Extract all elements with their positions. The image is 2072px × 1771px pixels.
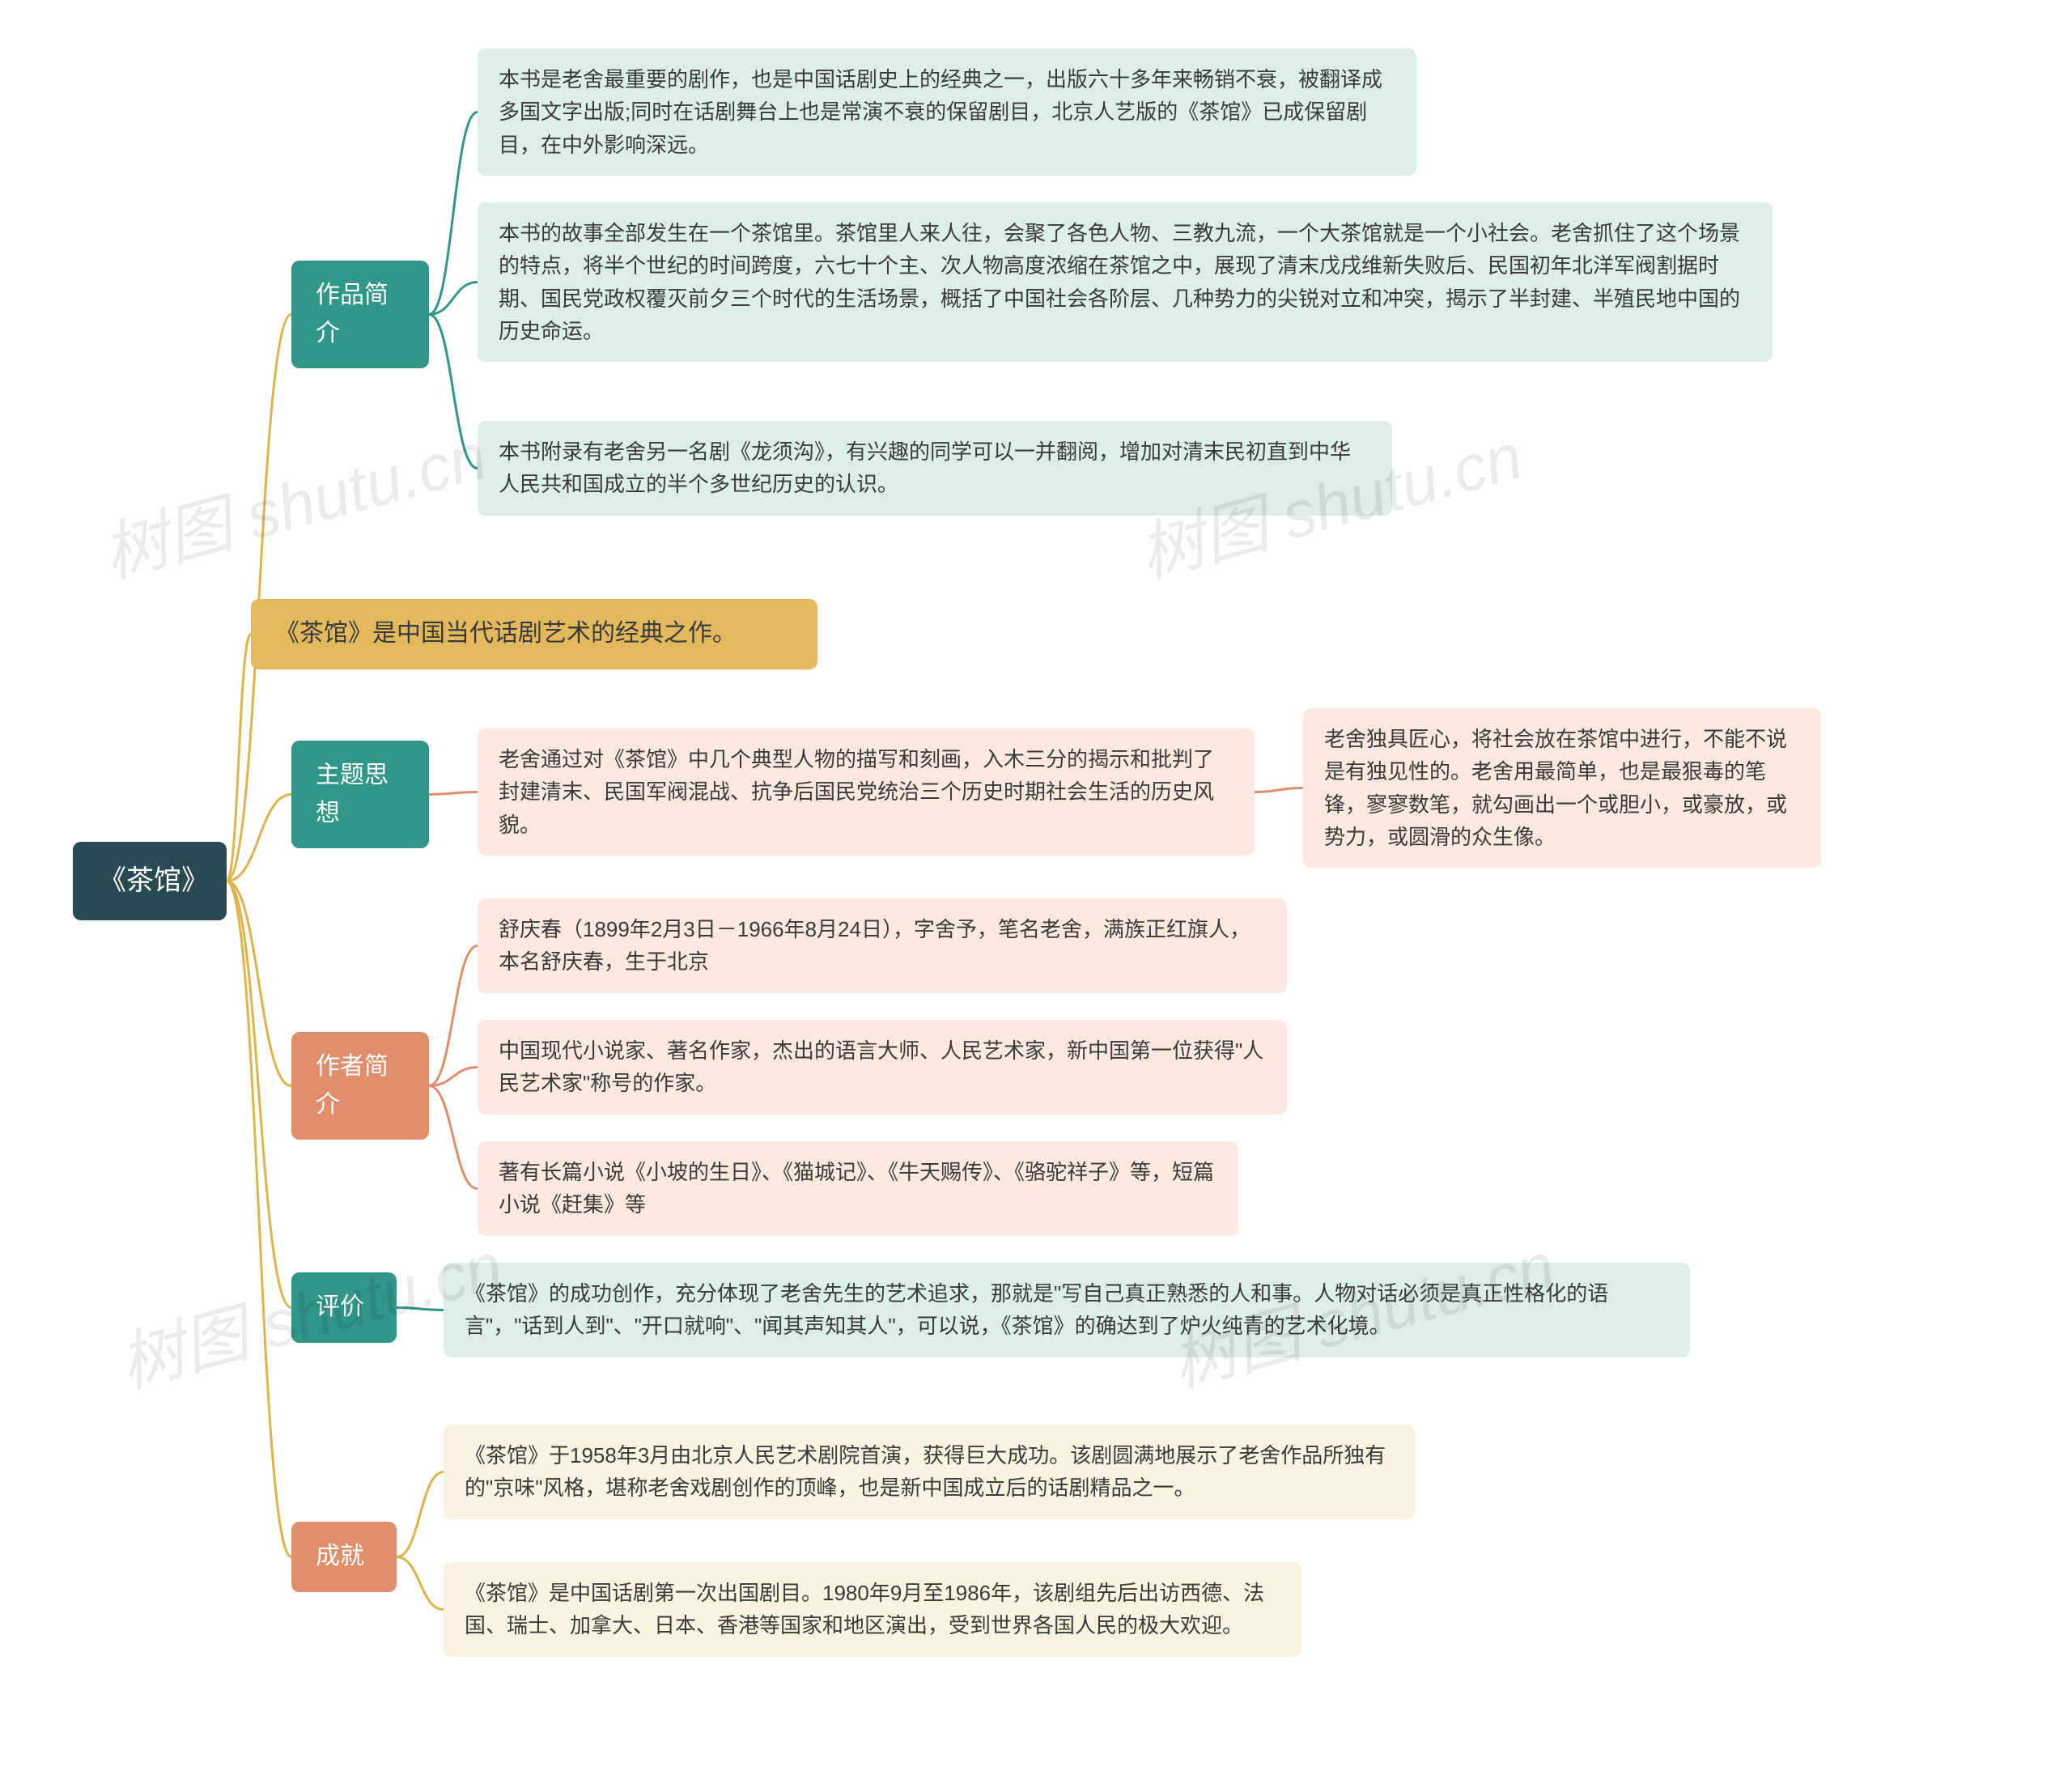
leaf-intro-1[interactable]: 本书是老舍最重要的剧作，也是中国话剧史上的经典之一，出版六十多年来畅销不衰，被翻… [478,49,1416,176]
branch-achieve[interactable]: 成就 [291,1522,397,1592]
leaf-intro-3-text: 本书附录有老舍另一名剧《龙须沟》，有兴趣的同学可以一并翻阅，增加对清末民初直到中… [499,440,1351,496]
branch-review-label: 评价 [316,1293,364,1320]
branch-classic[interactable]: 《茶馆》是中国当代话剧艺术的经典之作。 [251,599,817,669]
leaf-intro-1-text: 本书是老舍最重要的剧作，也是中国话剧史上的经典之一，出版六十多年来畅销不衰，被翻… [499,67,1382,157]
leaf-intro-2[interactable]: 本书的故事全部发生在一个茶馆里。茶馆里人来人往，会聚了各色人物、三教九流，一个大… [478,202,1773,362]
leaf-achieve-2-text: 《茶馆》是中国话剧第一次出国剧目。1980年9月至1986年，该剧组先后出访西德… [465,1581,1264,1637]
leaf-author-1[interactable]: 舒庆春（1899年2月3日－1966年8月24日），字舍予，笔名老舍，满族正红旗… [478,898,1287,993]
branch-review[interactable]: 评价 [291,1272,397,1343]
leaf-theme-1-text: 老舍通过对《茶馆》中几个典型人物的描写和刻画，入木三分的揭示和批判了封建清末、民… [499,747,1214,837]
leaf-theme-1[interactable]: 老舍通过对《茶馆》中几个典型人物的描写和刻画，入木三分的揭示和批判了封建清末、民… [478,728,1255,856]
branch-classic-label: 《茶馆》是中国当代话剧艺术的经典之作。 [275,620,737,647]
branch-author-label: 作者简介 [316,1053,388,1118]
branch-author[interactable]: 作者简介 [291,1032,429,1140]
leaf-author-2-text: 中国现代小说家、著名作家，杰出的语言大师、人民艺术家，新中国第一位获得"人民艺术… [499,1038,1263,1095]
branch-intro[interactable]: 作品简介 [291,261,429,368]
branch-theme-label: 主题思想 [316,762,388,826]
leaf-theme-2-text: 老舍独具匠心，将社会放在茶馆中进行，不能不说是有独见性的。老舍用最简单，也是最狠… [1324,727,1787,849]
leaf-review-1-text: 《茶馆》的成功创作，充分体现了老舍先生的艺术追求，那就是"写自己真正熟悉的人和事… [465,1281,1608,1338]
root-label: 《茶馆》 [99,865,209,896]
mindmap-canvas: 《茶馆》 作品简介 《茶馆》是中国当代话剧艺术的经典之作。 主题思想 作者简介 … [0,0,2072,1771]
leaf-author-2[interactable]: 中国现代小说家、著名作家，杰出的语言大师、人民艺术家，新中国第一位获得"人民艺术… [478,1020,1287,1115]
leaf-author-1-text: 舒庆春（1899年2月3日－1966年8月24日），字舍予，笔名老舍，满族正红旗… [499,917,1250,974]
branch-intro-label: 作品简介 [316,282,388,346]
branch-achieve-label: 成就 [316,1543,364,1569]
leaf-author-3[interactable]: 著有长篇小说《小坡的生日》、《猫城记》、《牛天赐传》、《骆驼祥子》等，短篇小说《… [478,1141,1238,1236]
branch-theme[interactable]: 主题思想 [291,741,429,848]
leaf-author-3-text: 著有长篇小说《小坡的生日》、《猫城记》、《牛天赐传》、《骆驼祥子》等，短篇小说《… [499,1160,1214,1217]
leaf-review-1[interactable]: 《茶馆》的成功创作，充分体现了老舍先生的艺术追求，那就是"写自己真正熟悉的人和事… [444,1263,1690,1357]
root-node[interactable]: 《茶馆》 [73,842,227,920]
leaf-theme-2[interactable]: 老舍独具匠心，将社会放在茶馆中进行，不能不说是有独见性的。老舍用最简单，也是最狠… [1303,708,1821,868]
leaf-intro-2-text: 本书的故事全部发生在一个茶馆里。茶馆里人来人往，会聚了各色人物、三教九流，一个大… [499,221,1740,343]
leaf-achieve-1[interactable]: 《茶馆》于1958年3月由北京人民艺术剧院首演，获得巨大成功。该剧圆满地展示了老… [444,1425,1415,1519]
leaf-achieve-1-text: 《茶馆》于1958年3月由北京人民艺术剧院首演，获得巨大成功。该剧圆满地展示了老… [465,1443,1386,1500]
leaf-intro-3[interactable]: 本书附录有老舍另一名剧《龙须沟》，有兴趣的同学可以一并翻阅，增加对清末民初直到中… [478,421,1392,516]
leaf-achieve-2[interactable]: 《茶馆》是中国话剧第一次出国剧目。1980年9月至1986年，该剧组先后出访西德… [444,1562,1301,1657]
